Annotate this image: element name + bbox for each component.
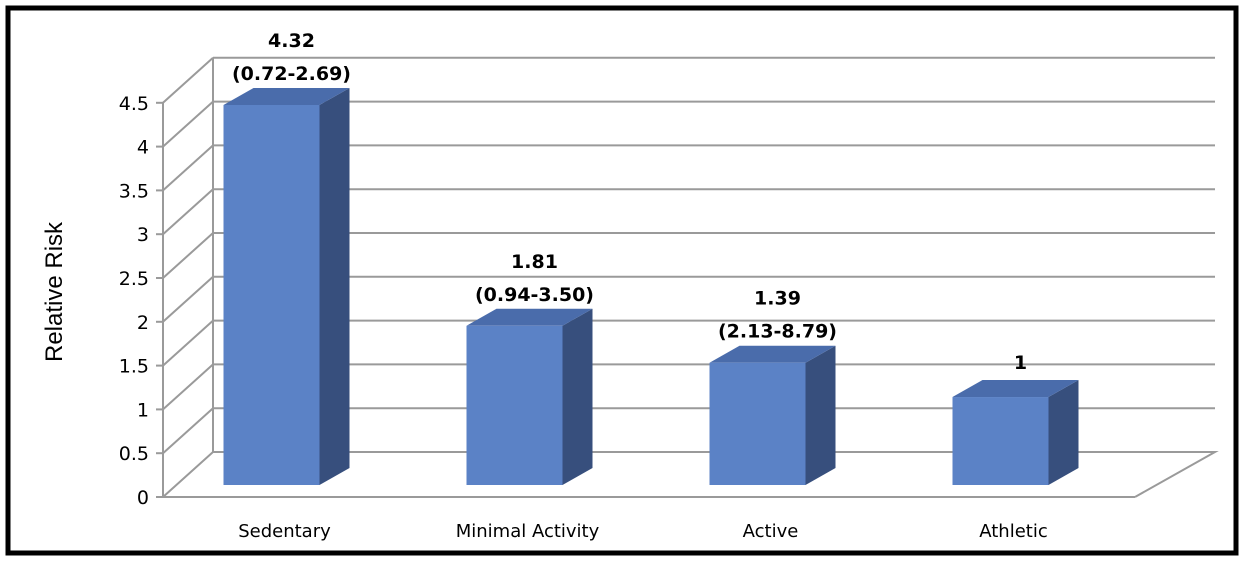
- x-category-label: Athletic: [979, 521, 1048, 542]
- bar-top: [952, 380, 1079, 398]
- gridline-side: [162, 188, 214, 235]
- data-label-ci: (0.94-3.50): [475, 284, 594, 306]
- gridline-side: [162, 144, 214, 192]
- data-label-value: 4.32: [268, 30, 315, 52]
- gridline-side: [162, 363, 214, 411]
- y-axis-label: Relative Risk: [41, 221, 68, 362]
- bar-front: [223, 105, 320, 485]
- y-tick-label: 1: [137, 399, 149, 421]
- y-tick-label: 0: [137, 487, 149, 509]
- chart-frame: [5, 5, 1239, 556]
- y-tick-label: 2.5: [119, 268, 149, 290]
- y-tick-label: 0.5: [119, 443, 149, 465]
- gridlines: [162, 56, 1219, 498]
- bar-top: [223, 88, 350, 105]
- x-category-label: Minimal Activity: [456, 521, 600, 542]
- x-category-label: Sedentary: [238, 521, 331, 542]
- y-tick-label: 2: [137, 312, 149, 334]
- data-labels: 4.32 (0.72-2.69) 1.81 (0.94-3.50) 1.39 (2.13-…: [232, 30, 1027, 374]
- bar-side: [1048, 380, 1079, 485]
- bar-side: [805, 345, 836, 485]
- bar-top: [709, 345, 836, 363]
- gridline-side: [162, 407, 214, 454]
- data-label-value: 1: [1014, 352, 1027, 374]
- gridline-side: [162, 319, 214, 367]
- data-label-value: 1.81: [511, 251, 558, 273]
- gridline-side: [162, 57, 214, 104]
- bar-side: [562, 308, 593, 485]
- gridline-side: [162, 232, 214, 279]
- y-tick-label: 3: [137, 224, 149, 246]
- bars: [223, 88, 1079, 485]
- y-tick-label: 3.5: [119, 180, 149, 202]
- bar-front: [709, 362, 806, 485]
- x-category-label: Active: [743, 521, 799, 542]
- bar-sedentary: [223, 88, 350, 485]
- data-label-ci: (2.13-8.79): [718, 321, 837, 343]
- bar-front: [466, 325, 563, 485]
- y-axis-ticks: 0 0.5 1 1.5 2 2.5 3 3.5 4 4.5: [119, 93, 163, 509]
- x-axis-labels: Sedentary Minimal Activity Active Athletic: [238, 521, 1048, 542]
- data-label-value: 1.39: [754, 288, 801, 310]
- gridline-side: [162, 100, 214, 148]
- bar-side: [319, 88, 350, 485]
- bar-top: [466, 308, 593, 326]
- y-tick-label: 4.5: [119, 93, 149, 115]
- bar-active: [709, 345, 836, 485]
- data-label-ci: (0.72-2.69): [232, 63, 351, 85]
- gridline-side: [162, 276, 214, 323]
- bar-athletic: [952, 380, 1079, 485]
- y-tick-label: 4: [137, 137, 149, 159]
- bar-minimal-activity: [466, 308, 593, 485]
- bar-front: [952, 397, 1049, 485]
- y-tick-label: 1.5: [119, 356, 149, 378]
